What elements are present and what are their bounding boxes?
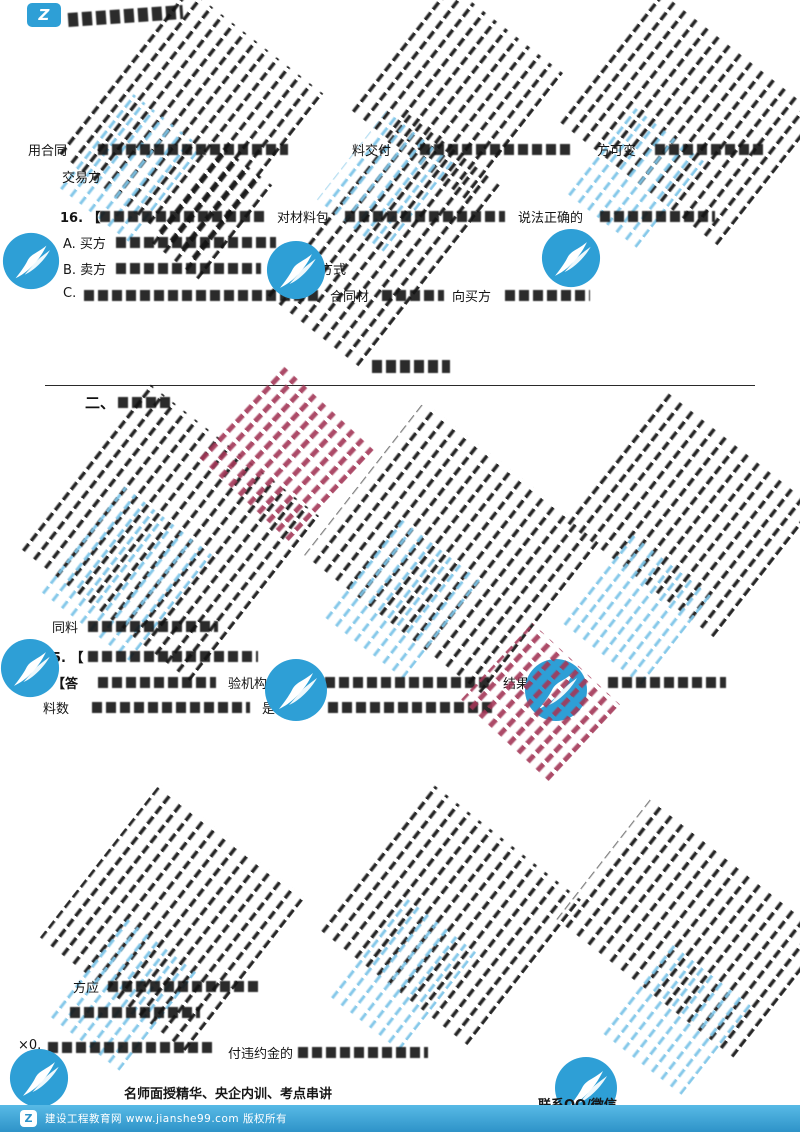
jianshe-watermark-logo bbox=[0, 638, 60, 698]
jianshe-watermark-logo bbox=[266, 240, 326, 300]
footer-logo: Z bbox=[20, 1110, 37, 1127]
option-a: A. 买方 bbox=[63, 237, 106, 252]
text-fragment: 说法正确的 bbox=[518, 211, 584, 226]
text-smear bbox=[108, 981, 258, 992]
text-fragment: 同料 bbox=[52, 621, 79, 636]
text-fragment: 料交付 bbox=[352, 144, 392, 159]
section-divider bbox=[45, 385, 755, 386]
divider-label-smear bbox=[372, 360, 450, 373]
text-smear bbox=[505, 290, 590, 301]
text-fragment: 合同材 bbox=[330, 290, 370, 305]
text-smear bbox=[98, 144, 288, 155]
text-smear bbox=[600, 211, 715, 222]
text-smear bbox=[100, 211, 265, 222]
text-smear bbox=[298, 1047, 428, 1058]
jianshe-watermark-logo bbox=[2, 232, 60, 290]
text-smear bbox=[84, 290, 322, 301]
text-fragment: 方可变 bbox=[597, 144, 637, 159]
text-smear bbox=[608, 677, 726, 688]
text-fragment: 用合同 bbox=[28, 144, 68, 159]
jianshe-watermark-logo bbox=[9, 1048, 69, 1108]
text-smear bbox=[70, 1007, 200, 1018]
text-fragment: 方应 bbox=[73, 981, 100, 996]
footer-bar: Z 建设工程教育网 www.jianshe99.com 版权所有 bbox=[0, 1105, 800, 1132]
jianshe-watermark-logo bbox=[541, 228, 601, 288]
text-fragment: 交易方 bbox=[62, 171, 102, 186]
text-smear bbox=[655, 144, 765, 155]
jianshe-watermark-logo bbox=[264, 658, 328, 722]
text-smear bbox=[98, 677, 216, 688]
text-fragment: 向买方 bbox=[452, 290, 492, 305]
text-smear bbox=[116, 237, 276, 248]
site-logo: Z bbox=[27, 3, 61, 27]
text-fragment: 料数 bbox=[43, 702, 70, 717]
text-smear bbox=[325, 677, 493, 688]
text-smear bbox=[382, 290, 444, 301]
option-c: C. bbox=[63, 286, 77, 301]
footer-copyright: 建设工程教育网 www.jianshe99.com 版权所有 bbox=[45, 1113, 287, 1125]
text-smear bbox=[88, 621, 218, 632]
text-smear bbox=[116, 263, 261, 274]
text-smear bbox=[88, 651, 258, 662]
section-heading: 二、 bbox=[85, 394, 116, 412]
question-number: 5. 【 bbox=[52, 651, 84, 666]
text-fragment: 对材料包 bbox=[277, 211, 330, 226]
option-b: B. 卖方 bbox=[63, 263, 107, 278]
text-smear bbox=[48, 1042, 216, 1053]
text-fragment: 付违约金的 bbox=[228, 1047, 294, 1062]
answer-label: 【答 bbox=[52, 677, 79, 692]
text-smear bbox=[92, 702, 250, 713]
question-number: 16. 【 bbox=[60, 211, 101, 226]
footer-promo-text: 名师面授精华、央企内训、考点串讲 bbox=[124, 1087, 333, 1102]
text-smear bbox=[345, 211, 505, 222]
text-smear bbox=[420, 144, 570, 155]
text-smear bbox=[328, 702, 496, 713]
